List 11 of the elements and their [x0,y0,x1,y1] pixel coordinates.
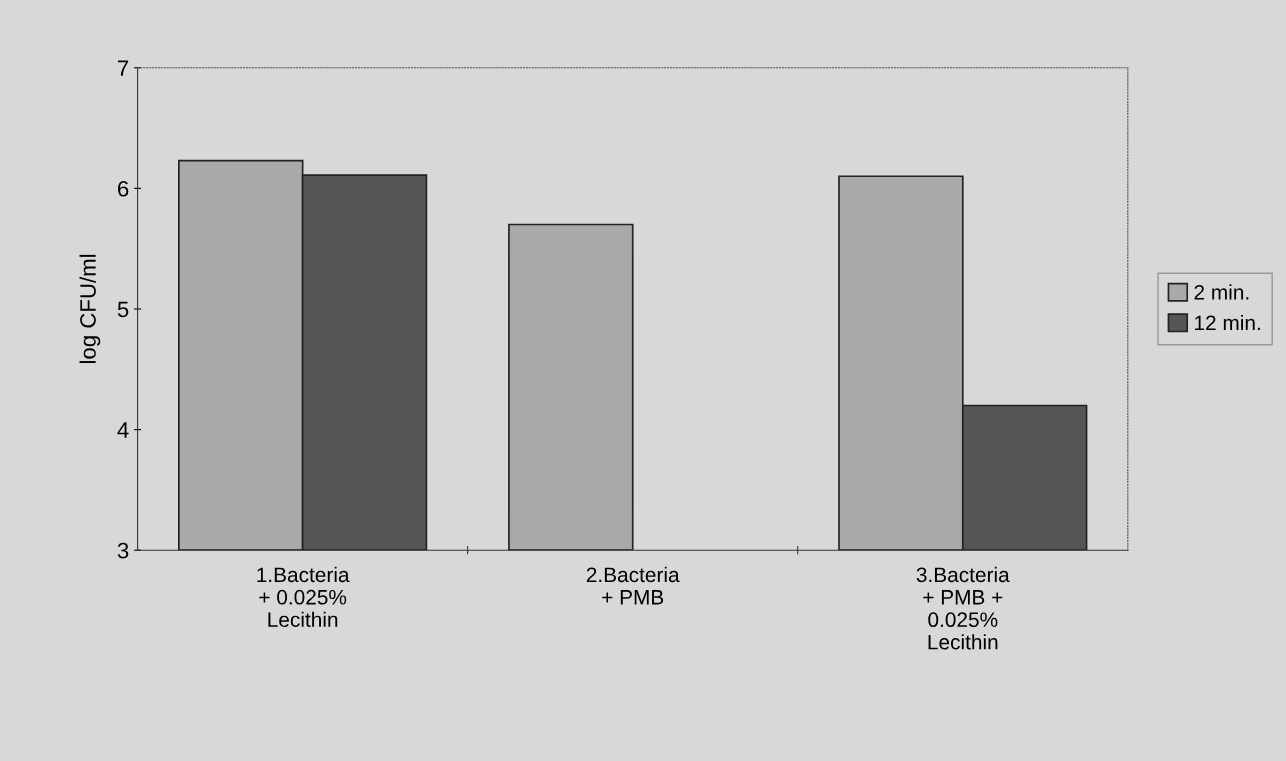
y-tick-label: 6 [118,180,129,197]
x-tick-label: 3.Bacteria + PMB + 0.025% Lecithin [916,566,1010,650]
y-tick-label: 3 [117,542,129,559]
y-axis-title: log CFU/ml [79,254,101,364]
y-tick-label: 4 [117,422,129,438]
y-tick-label: 7 [118,60,129,76]
legend-label: 2 min. [1194,284,1249,300]
y-tick-label: 5 [117,301,129,318]
legend-label: 12 min. [1195,314,1260,331]
x-tick-label: 2.Bacteria + PMB [586,566,680,605]
x-tick-label: 1.Bacteria + 0.025% Lecithin [257,566,350,628]
